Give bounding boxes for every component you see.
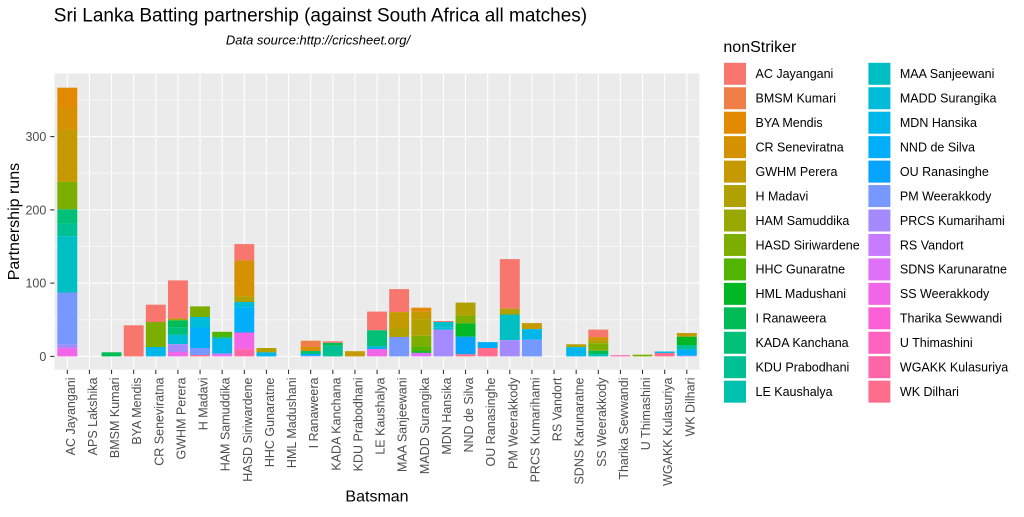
svg-text:NND de Silva: NND de Silva <box>900 140 975 154</box>
svg-text:BYA Mendis: BYA Mendis <box>756 116 823 130</box>
svg-text:MAA Sanjeewani: MAA Sanjeewani <box>396 378 410 473</box>
svg-text:U Thimashini: U Thimashini <box>900 336 973 350</box>
svg-text:APS Lakshika: APS Lakshika <box>86 377 100 455</box>
svg-text:SS Weerakkody: SS Weerakkody <box>595 377 609 467</box>
svg-text:I Ranaweera: I Ranaweera <box>756 312 827 326</box>
svg-text:200: 200 <box>25 203 46 217</box>
svg-text:LE Kaushalya: LE Kaushalya <box>756 385 833 399</box>
svg-text:Tharika Sewwandi: Tharika Sewwandi <box>617 378 631 480</box>
svg-text:PM Weerakkody: PM Weerakkody <box>506 377 520 469</box>
svg-text:MADD Surangika: MADD Surangika <box>418 377 432 474</box>
svg-text:WGAKK Kulasuriya: WGAKK Kulasuriya <box>900 361 1008 375</box>
svg-text:RS Vandort: RS Vandort <box>551 377 565 441</box>
svg-text:0: 0 <box>39 350 46 364</box>
svg-text:U Thimashini: U Thimashini <box>639 378 653 451</box>
svg-text:I Ranaweera: I Ranaweera <box>307 377 321 448</box>
svg-text:HASD Siriwardene: HASD Siriwardene <box>241 377 255 481</box>
svg-text:HAM Samuddika: HAM Samuddika <box>219 377 233 471</box>
svg-text:HHC Gunaratne: HHC Gunaratne <box>756 263 846 277</box>
svg-text:300: 300 <box>25 130 46 144</box>
svg-text:OU Ranasinghe: OU Ranasinghe <box>484 377 498 466</box>
svg-text:KDU Prabodhani: KDU Prabodhani <box>351 378 365 472</box>
svg-text:H Madavi: H Madavi <box>756 189 809 203</box>
svg-text:WK Dilhari: WK Dilhari <box>683 378 697 437</box>
svg-text:nonStriker: nonStriker <box>723 39 797 56</box>
svg-text:CR Seneviratna: CR Seneviratna <box>756 140 844 154</box>
svg-text:HASD Siriwardene: HASD Siriwardene <box>756 238 860 252</box>
svg-text:AC Jayangani: AC Jayangani <box>756 67 834 81</box>
svg-text:KADA Kanchana: KADA Kanchana <box>756 336 849 350</box>
svg-text:PRCS Kumarihami: PRCS Kumarihami <box>528 378 542 483</box>
svg-text:H Madavi: H Madavi <box>197 378 211 431</box>
svg-text:MDN Hansika: MDN Hansika <box>900 116 977 130</box>
svg-text:Tharika Sewwandi: Tharika Sewwandi <box>900 312 1002 326</box>
svg-text:SDNS Karunaratne: SDNS Karunaratne <box>573 377 587 484</box>
svg-text:KDU Prabodhani: KDU Prabodhani <box>756 361 850 375</box>
svg-text:WK Dilhari: WK Dilhari <box>900 385 959 399</box>
svg-text:PM Weerakkody: PM Weerakkody <box>900 189 992 203</box>
svg-text:MADD Surangika: MADD Surangika <box>900 92 997 106</box>
svg-text:MDN Hansika: MDN Hansika <box>440 377 454 454</box>
svg-text:NND de Silva: NND de Silva <box>462 377 476 452</box>
svg-text:Partnership runs: Partnership runs <box>6 163 23 280</box>
svg-text:BYA Mendis: BYA Mendis <box>130 378 144 445</box>
svg-text:SDNS Karunaratne: SDNS Karunaratne <box>900 263 1007 277</box>
svg-text:RS Vandort: RS Vandort <box>900 238 964 252</box>
svg-text:Data source:http://cricsheet.o: Data source:http://cricsheet.org/ <box>226 33 412 48</box>
svg-text:MAA Sanjeewani: MAA Sanjeewani <box>900 67 995 81</box>
svg-text:KADA Kanchana: KADA Kanchana <box>329 377 343 470</box>
svg-text:AC Jayangani: AC Jayangani <box>64 378 78 456</box>
svg-text:GWHM Perera: GWHM Perera <box>756 165 838 179</box>
svg-text:HML Madushani: HML Madushani <box>285 378 299 469</box>
svg-text:OU Ranasinghe: OU Ranasinghe <box>900 165 989 179</box>
svg-text:100: 100 <box>25 277 46 291</box>
svg-text:BMSM Kumari: BMSM Kumari <box>756 92 837 106</box>
svg-text:HML Madushani: HML Madushani <box>756 287 847 301</box>
svg-text:SS Weerakkody: SS Weerakkody <box>900 287 990 301</box>
svg-text:HAM Samuddika: HAM Samuddika <box>756 214 850 228</box>
svg-text:CR Seneviratna: CR Seneviratna <box>152 377 166 465</box>
svg-text:LE Kaushalya: LE Kaushalya <box>374 377 388 454</box>
svg-text:GWHM Perera: GWHM Perera <box>174 377 188 459</box>
svg-text:BMSM Kumari: BMSM Kumari <box>108 378 122 459</box>
svg-text:Sri Lanka Batting partnership: Sri Lanka Batting partnership (against S… <box>54 6 587 27</box>
svg-text:WGAKK Kulasuriya: WGAKK Kulasuriya <box>661 377 675 485</box>
svg-text:Batsman: Batsman <box>345 489 408 506</box>
svg-text:HHC Gunaratne: HHC Gunaratne <box>263 377 277 467</box>
svg-text:PRCS Kumarihami: PRCS Kumarihami <box>900 214 1005 228</box>
